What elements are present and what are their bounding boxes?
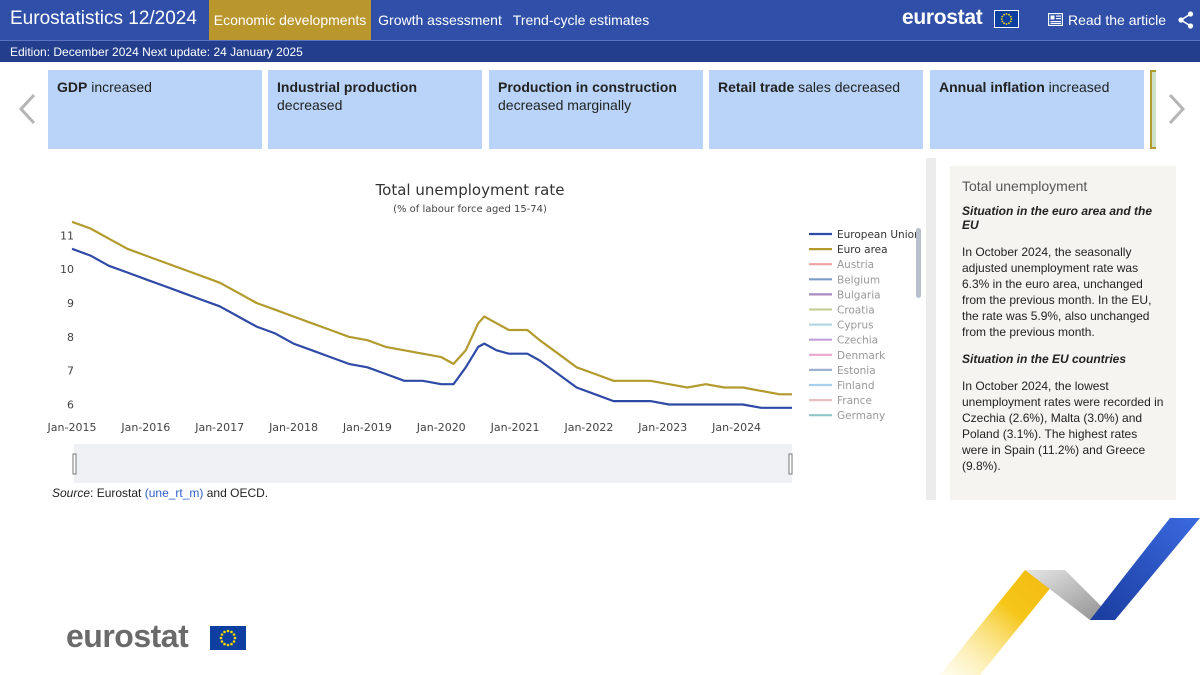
card-bold: Production in construction (498, 79, 677, 95)
source-text-end: and OECD. (203, 486, 269, 500)
legend-item: Euro area (837, 244, 888, 256)
y-tick-label: 10 (60, 263, 74, 276)
source-note: Source: Eurostat (une_rt_m) and OECD. (52, 486, 268, 500)
card-text: decreased marginally (498, 97, 632, 113)
card-text: increased (87, 79, 152, 95)
legend-item: France (837, 395, 872, 407)
legend-item: Germany (837, 410, 885, 422)
x-tick-label: Jan-2019 (342, 421, 392, 434)
eu-flag-logo-icon (210, 626, 246, 650)
card-text: sales decreased (794, 79, 901, 95)
legend-item: Cyprus (837, 320, 874, 332)
x-tick-label: Jan-2023 (637, 421, 687, 434)
source-text: : Eurostat (90, 486, 145, 500)
panel-scrollbar[interactable] (926, 158, 936, 500)
card-text: decreased (277, 97, 343, 113)
panel-heading-euro-area: Situation in the euro area and the EU (962, 204, 1153, 232)
legend-item: Belgium (837, 274, 880, 286)
edition-bar: Edition: December 2024 Next update: 24 J… (0, 40, 1200, 62)
range-slider-right-handle (788, 453, 793, 475)
x-tick-label: Jan-2015 (47, 421, 97, 434)
panel-title: Total unemployment (962, 178, 1088, 194)
chevron-left-icon[interactable] (16, 92, 38, 126)
chevron-right-icon[interactable] (1166, 92, 1188, 126)
unemployment-chart: Total unemployment rate (% of labour forc… (46, 160, 926, 505)
card-text: increased (1044, 79, 1110, 95)
x-tick-label: Jan-2020 (416, 421, 466, 434)
y-tick-label: 9 (67, 297, 74, 310)
chart-svg: Total unemployment rate (% of labour forc… (47, 181, 921, 483)
card-bold: Retail trade (718, 79, 795, 95)
summary-card-industrial-production[interactable]: Industrial production decreased (268, 70, 482, 149)
top-bar: Eurostatistics 12/2024 Economic developm… (0, 0, 1200, 40)
legend-item: Estonia (837, 365, 876, 377)
chart-subtitle: (% of labour force aged 15-74) (393, 204, 547, 215)
legend-item: Bulgaria (837, 289, 881, 301)
x-tick-label: Jan-2017 (194, 421, 244, 434)
share-icon[interactable] (1178, 11, 1194, 29)
legend-item: Czechia (837, 335, 878, 347)
legend-item: European Union (837, 229, 921, 241)
legend-item: Finland (837, 380, 875, 392)
legend-item: Denmark (837, 350, 886, 362)
x-tick-label: Jan-2021 (490, 421, 540, 434)
tab-growth-assessment[interactable]: Growth assessment (378, 12, 502, 28)
eurostat-logo-text: eurostat (66, 618, 189, 654)
source-label: Source (52, 486, 91, 500)
legend-item: Austria (837, 259, 874, 271)
summary-card-retail-trade[interactable]: Retail trade sales decreased (709, 70, 923, 149)
next-card-peek (1150, 70, 1156, 149)
y-tick-label: 11 (60, 229, 74, 242)
tab-economic-developments[interactable]: Economic developments (209, 0, 371, 40)
source-link[interactable]: (une_rt_m) (144, 486, 204, 500)
summary-card-inflation[interactable]: Annual inflation increased (930, 70, 1144, 149)
x-tick-label: Jan-2018 (268, 421, 318, 434)
x-tick-label: Jan-2024 (711, 421, 761, 434)
chart-title: Total unemployment rate (375, 181, 565, 199)
range-slider-left-handle (72, 453, 77, 475)
card-bold: Industrial production (277, 79, 417, 95)
range-slider-track (74, 444, 792, 483)
panel-heading-countries: Situation in the EU countries (962, 352, 1127, 366)
card-bold: Annual inflation (939, 79, 1045, 95)
series-line (71, 220, 792, 396)
read-article-label: Read the article (1068, 12, 1167, 28)
legend-item: Croatia (837, 305, 875, 317)
series-line (71, 247, 792, 409)
read-article-link[interactable]: Read the article (1047, 12, 1167, 28)
info-panel: Total unemployment Situation in the euro… (950, 166, 1176, 500)
panel-paragraph-countries: In October 2024, the lowest unemployment… (962, 379, 1164, 473)
panel-paragraph-euro-area: In October 2024, the seasonally adjusted… (962, 245, 1152, 339)
decorative-ribbon-graphic (940, 518, 1200, 675)
legend-scroll-thumb[interactable] (916, 228, 921, 298)
y-tick-label: 8 (67, 331, 74, 344)
summary-card-construction[interactable]: Production in construction decreased mar… (489, 70, 703, 149)
card-bold: GDP (57, 79, 88, 95)
tab-trend-cycle-estimates[interactable]: Trend-cycle estimates (512, 12, 650, 28)
app-title: Eurostatistics 12/2024 (10, 8, 197, 29)
eu-flag-icon (994, 10, 1019, 28)
newspaper-icon (1047, 12, 1064, 27)
eurostat-brand: eurostat (902, 6, 983, 29)
summary-card-gdp[interactable]: GDP increased (48, 70, 262, 149)
x-tick-label: Jan-2016 (120, 421, 170, 434)
y-tick-label: 6 (67, 398, 74, 411)
y-tick-label: 7 (67, 365, 74, 378)
x-tick-label: Jan-2022 (563, 421, 613, 434)
